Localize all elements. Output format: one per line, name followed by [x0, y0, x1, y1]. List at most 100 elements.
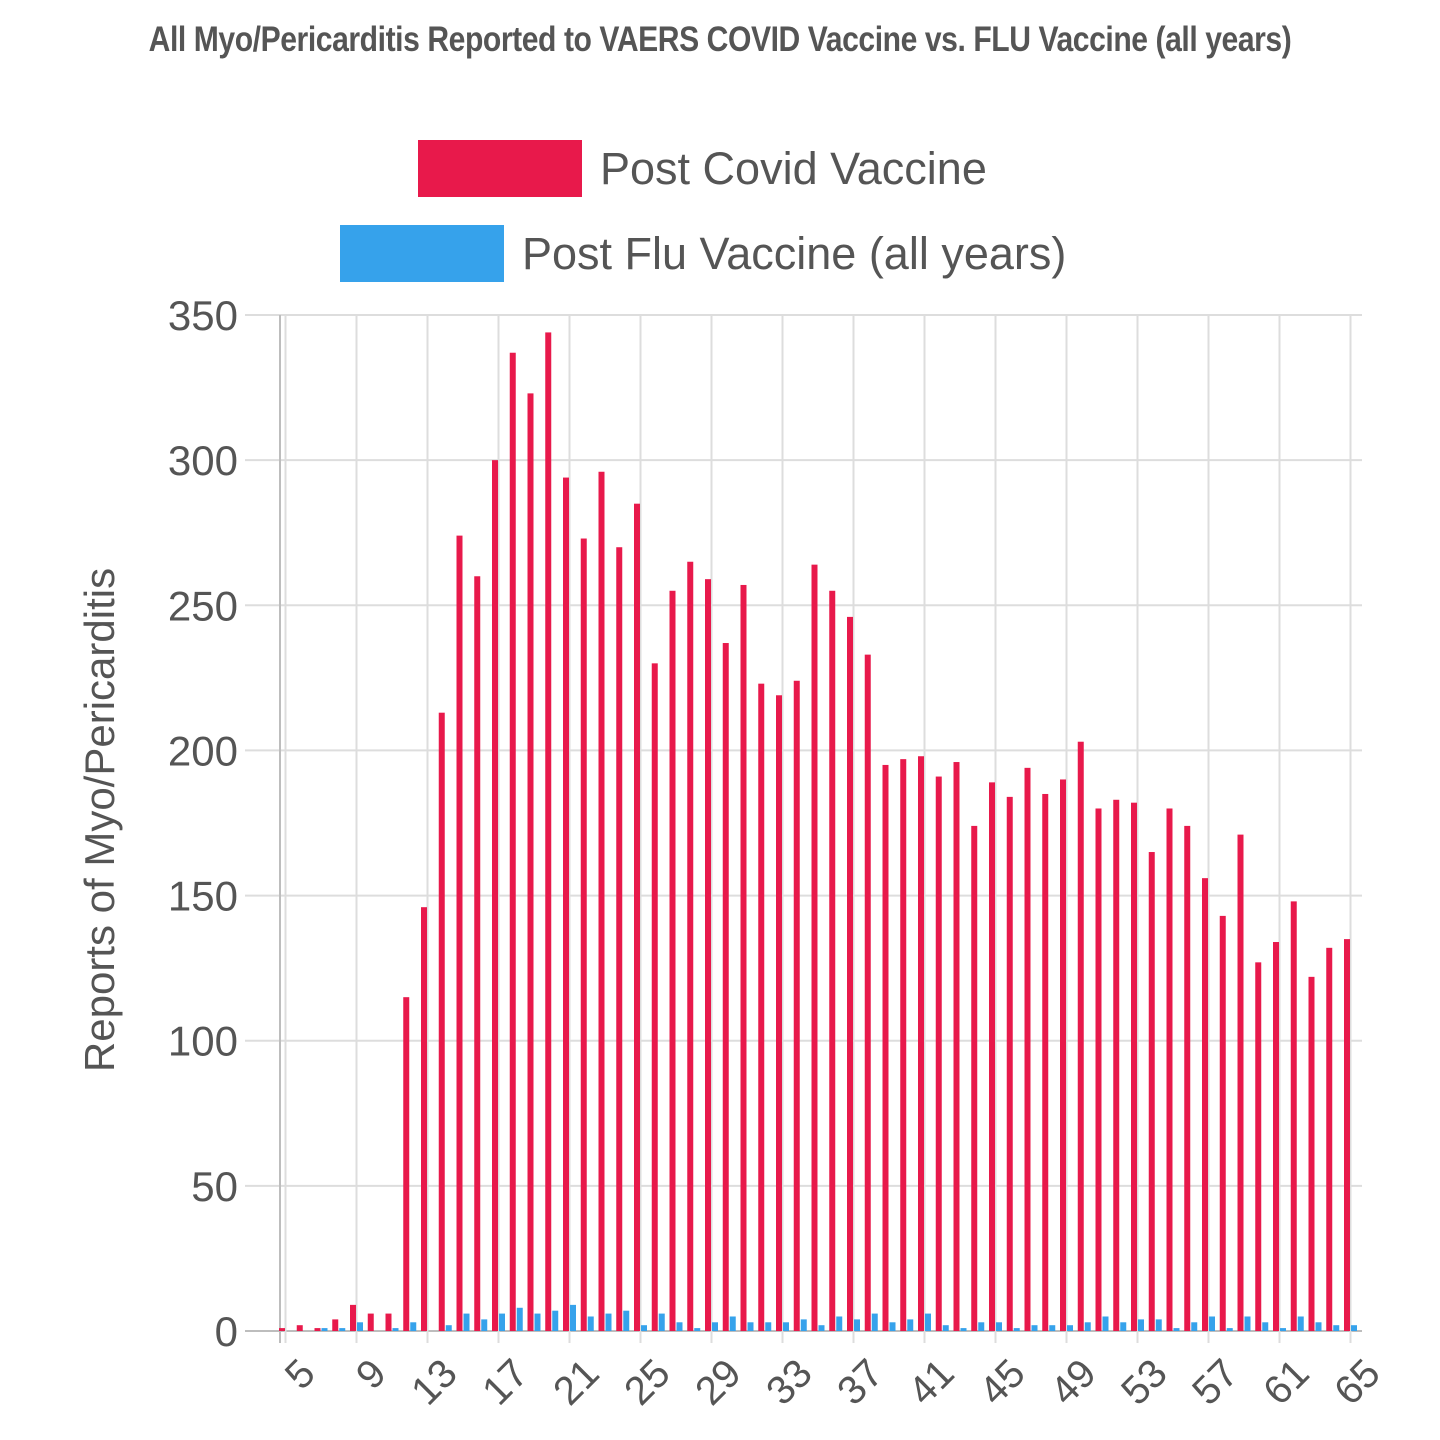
- flu-bar: [1102, 1316, 1109, 1331]
- covid-bar: [509, 352, 516, 1331]
- x-tick-label: 13: [403, 1351, 466, 1414]
- covid-bar: [1308, 976, 1315, 1331]
- x-tick-label: 17: [474, 1351, 537, 1414]
- flu-bar: [729, 1316, 736, 1331]
- flu-bar: [1067, 1325, 1073, 1331]
- covid-bar: [545, 332, 552, 1332]
- covid-bar: [1344, 939, 1350, 1331]
- flu-bar: [694, 1328, 701, 1331]
- flu-bar: [1031, 1325, 1038, 1331]
- flu-bar: [907, 1319, 914, 1331]
- flu-bar: [1084, 1322, 1091, 1331]
- covid-bar: [669, 590, 676, 1331]
- flu-bar: [339, 1328, 346, 1331]
- flu-bar: [978, 1322, 985, 1331]
- flu-bar: [445, 1325, 452, 1331]
- flu-bar: [818, 1325, 825, 1331]
- chart-title: All Myo/Pericarditis Reported to VAERS C…: [148, 20, 1292, 59]
- flu-bar: [481, 1319, 488, 1331]
- covid-bar: [367, 1313, 374, 1331]
- covid-bar: [1184, 825, 1191, 1331]
- y-tick-label: 150: [168, 873, 238, 920]
- covid-bar: [687, 561, 694, 1331]
- x-tick-label: 25: [616, 1351, 679, 1414]
- covid-bar: [1113, 799, 1120, 1331]
- covid-bar: [1290, 901, 1297, 1331]
- legend-item-covid[interactable]: Post Covid Vaccine: [418, 140, 987, 197]
- covid-bar: [474, 576, 481, 1331]
- flu-bar: [765, 1322, 772, 1331]
- covid-bar: [793, 680, 800, 1331]
- covid-bar: [882, 764, 889, 1331]
- flu-bar: [1351, 1325, 1357, 1331]
- flu-bar: [605, 1313, 612, 1331]
- y-tick-label: 200: [168, 727, 238, 774]
- covid-bar: [350, 1304, 356, 1331]
- covid-bar: [1166, 808, 1173, 1331]
- x-tick-label: 29: [687, 1351, 750, 1414]
- covid-bar: [811, 564, 818, 1331]
- x-tick-label: 45: [971, 1351, 1034, 1414]
- covid-bar: [1024, 767, 1031, 1331]
- covid-bar: [1006, 796, 1013, 1331]
- flu-bar: [499, 1313, 505, 1331]
- covid-bar: [1077, 741, 1084, 1331]
- covid-bar: [1202, 878, 1208, 1331]
- covid-bar: [296, 1325, 303, 1331]
- x-tick-label: 33: [758, 1351, 821, 1414]
- flu-bar: [1120, 1322, 1127, 1331]
- x-tick-label: 53: [1113, 1351, 1176, 1414]
- flu-bar: [1138, 1319, 1144, 1331]
- flu-bar: [783, 1322, 789, 1331]
- flu-bar: [871, 1313, 878, 1331]
- flu-bar: [641, 1325, 647, 1331]
- covid-bar: [314, 1328, 321, 1331]
- x-tick-label: 9: [348, 1351, 395, 1398]
- flu-bar: [1173, 1328, 1180, 1331]
- covid-bar: [935, 776, 942, 1331]
- flu-bar: [925, 1313, 931, 1331]
- flu-bar: [676, 1322, 683, 1331]
- covid-bar: [421, 907, 427, 1331]
- covid-bar: [847, 616, 853, 1331]
- covid-bar: [456, 535, 463, 1331]
- flu-bar: [1244, 1316, 1251, 1331]
- flu-bar: [552, 1310, 559, 1331]
- flu-bar: [1191, 1322, 1198, 1331]
- flu-bar: [854, 1319, 860, 1331]
- covid-bar: [279, 1328, 285, 1331]
- legend-swatch-flu: [340, 225, 504, 282]
- covid-bar: [740, 584, 747, 1331]
- covid-bar: [864, 654, 871, 1331]
- covid-bar: [758, 683, 765, 1331]
- flu-bar: [1297, 1316, 1304, 1331]
- flu-bar: [392, 1328, 399, 1331]
- covid-bar: [634, 503, 640, 1332]
- covid-bar: [1148, 852, 1155, 1331]
- covid-bar: [438, 712, 445, 1331]
- legend-label-flu: Post Flu Vaccine (all years): [522, 227, 1067, 279]
- covid-bar: [332, 1319, 339, 1331]
- covid-bar: [651, 663, 658, 1331]
- covid-bar: [616, 547, 623, 1331]
- legend-item-flu[interactable]: Post Flu Vaccine (all years): [340, 225, 1066, 282]
- covid-bar: [705, 579, 711, 1331]
- y-tick-label: 350: [168, 292, 238, 339]
- covid-bar: [1255, 962, 1262, 1331]
- flu-bar: [570, 1304, 576, 1331]
- flu-bar: [1226, 1328, 1233, 1331]
- covid-bar: [1131, 802, 1137, 1331]
- flu-bar: [1209, 1316, 1215, 1331]
- covid-bar: [563, 477, 569, 1331]
- flu-bar: [357, 1322, 363, 1331]
- flu-bar: [800, 1319, 807, 1331]
- covid-bar: [722, 643, 729, 1331]
- covid-bar: [580, 538, 587, 1331]
- flu-bar: [889, 1322, 896, 1331]
- flu-bar: [942, 1325, 949, 1331]
- covid-bar: [971, 825, 978, 1331]
- flu-bar: [1155, 1319, 1162, 1331]
- x-tick-label: 61: [1255, 1351, 1318, 1414]
- covid-bar: [918, 756, 924, 1331]
